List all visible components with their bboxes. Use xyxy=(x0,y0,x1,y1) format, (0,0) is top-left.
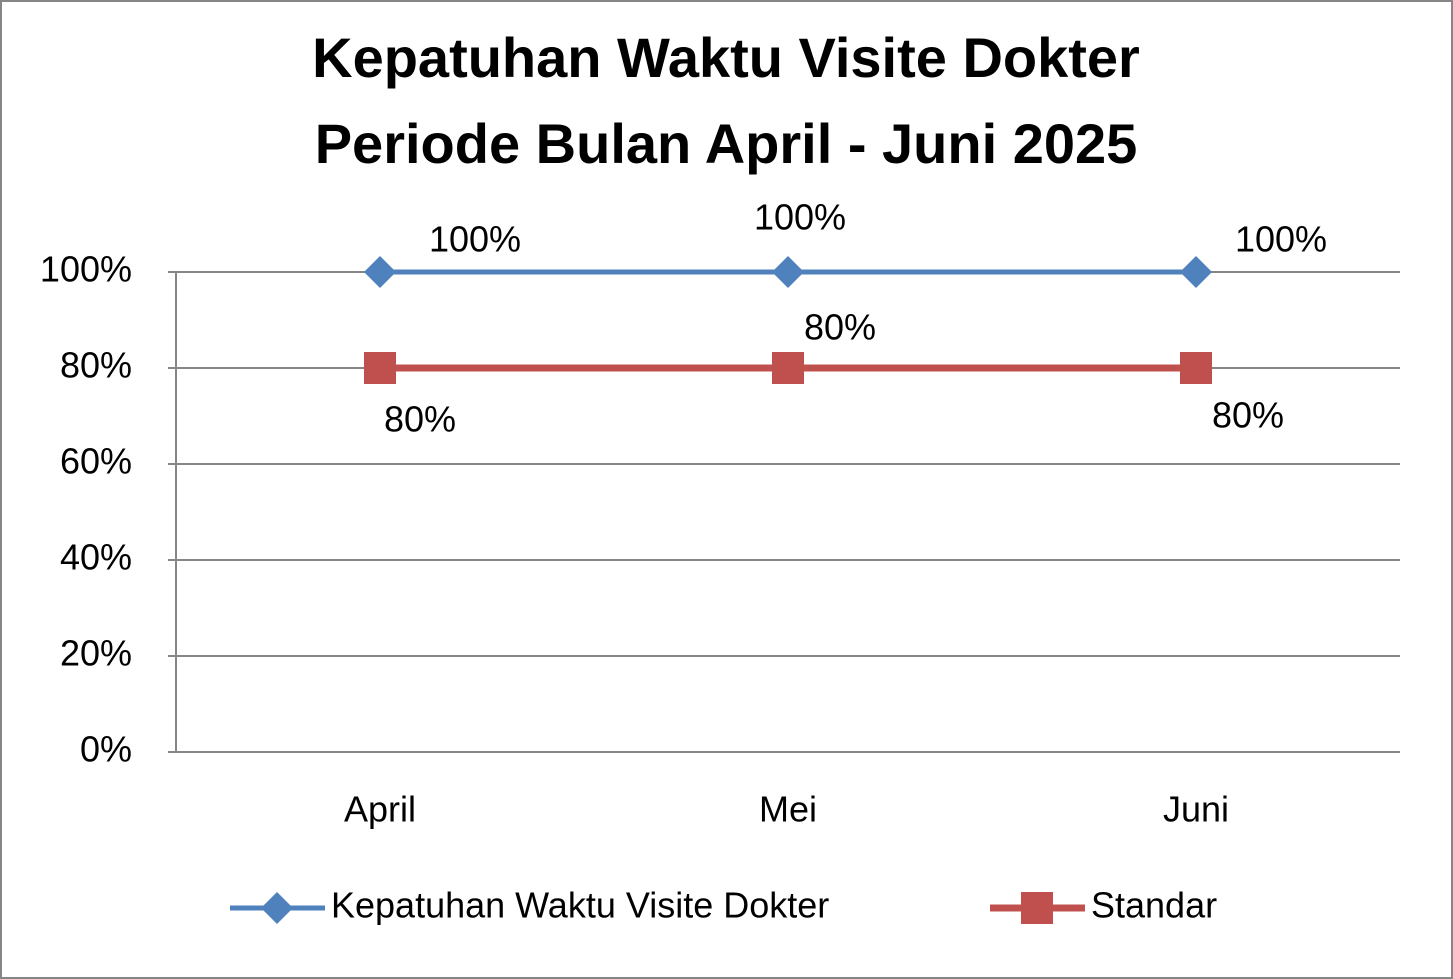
legend-marker xyxy=(261,892,293,924)
y-tick-label: 100% xyxy=(40,249,132,290)
data-label: 100% xyxy=(429,219,521,260)
data-label: 100% xyxy=(754,197,846,238)
data-point xyxy=(1180,352,1212,384)
y-tick-label: 0% xyxy=(80,729,132,770)
y-tick-label: 60% xyxy=(60,441,132,482)
data-point xyxy=(772,352,804,384)
y-tick-label: 20% xyxy=(60,633,132,674)
data-point xyxy=(1180,256,1212,288)
data-point xyxy=(772,256,804,288)
data-point xyxy=(364,352,396,384)
x-tick-label: Juni xyxy=(1163,789,1229,830)
legend-label: Standar xyxy=(1091,885,1217,926)
x-tick-label: April xyxy=(344,789,416,830)
chart-title: Kepatuhan Waktu Visite Dokter xyxy=(312,26,1140,89)
chart-title: Periode Bulan April - Juni 2025 xyxy=(315,112,1138,175)
x-tick-label: Mei xyxy=(759,789,817,830)
legend-label: Kepatuhan Waktu Visite Dokter xyxy=(331,885,829,926)
legend-marker xyxy=(1021,892,1053,924)
y-tick-label: 40% xyxy=(60,537,132,578)
data-label: 80% xyxy=(384,399,456,440)
data-label: 100% xyxy=(1235,219,1327,260)
data-point xyxy=(364,256,396,288)
y-tick-label: 80% xyxy=(60,345,132,386)
data-label: 80% xyxy=(804,307,876,348)
data-label: 80% xyxy=(1212,395,1284,436)
